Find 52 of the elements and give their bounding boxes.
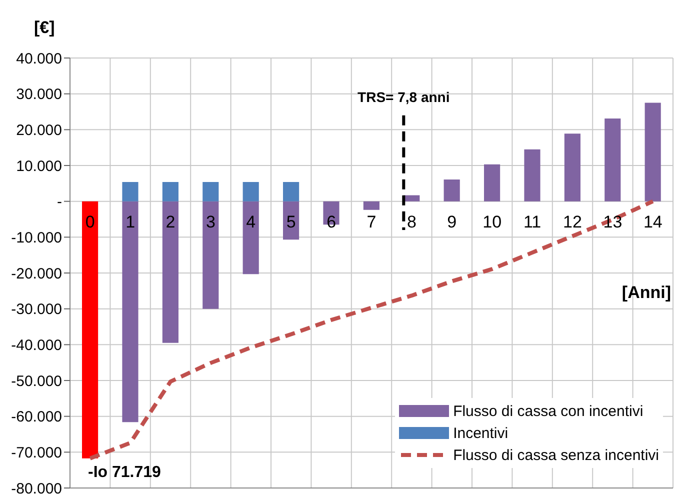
y-tick-label: 30.000 [16,86,62,104]
x-tick-label: 10 [482,212,502,232]
y-tick-label: - [57,194,62,211]
y-tick-label: 20.000 [16,122,62,139]
y-tick-label: -80.000 [11,480,62,498]
bar [524,149,540,202]
y-tick-label: -10.000 [11,229,62,246]
y-tick-label: -50.000 [11,372,62,390]
legend-label: Flusso di cassa con incentivi [453,402,644,420]
x-axis-title: [Anni] [622,283,671,303]
bar [283,182,300,202]
bar [242,182,259,202]
x-tick-label: 4 [246,212,256,232]
y-tick-label: -40.000 [11,336,62,354]
bar [363,201,380,210]
bar [564,134,580,202]
bar [162,201,178,343]
bar [202,201,219,309]
x-tick-label: 0 [85,212,95,232]
annotation: -Io 71.719 [88,464,161,482]
x-tick-label: 11 [523,212,542,232]
bar [604,118,621,202]
legend-label: Flusso di cassa senza incentivi [453,446,659,464]
x-tick-label: 9 [447,212,457,232]
bar [444,179,460,202]
bar [82,201,98,458]
bar [202,182,219,202]
x-tick-label: 8 [406,212,416,232]
bar [404,195,420,202]
y-tick-label: 10.000 [16,158,62,175]
bar [242,201,259,274]
y-tick-label: -60.000 [11,408,62,426]
bar [122,182,138,202]
bar [484,164,500,202]
x-tick-label: 14 [643,212,662,232]
bar [122,201,138,422]
y-axis-title: [€] [34,18,55,38]
y-tick-label: 40.000 [16,50,62,68]
x-tick-label: 5 [286,212,296,232]
x-tick-label: 12 [563,212,582,232]
x-tick-label: 3 [206,212,216,232]
x-tick-label: 1 [126,212,136,232]
legend-label: Incentivi [453,424,508,442]
y-tick-label: -30.000 [11,301,62,318]
bar [644,102,661,202]
x-tick-label: 2 [166,212,176,232]
x-tick-label: 13 [603,212,622,232]
ref-line-label: TRS= 7,8 anni [356,89,451,106]
y-tick-label: -70.000 [11,444,62,462]
y-tick-label: -20.000 [11,265,62,282]
bar [162,182,178,202]
x-tick-label: 7 [366,212,376,232]
